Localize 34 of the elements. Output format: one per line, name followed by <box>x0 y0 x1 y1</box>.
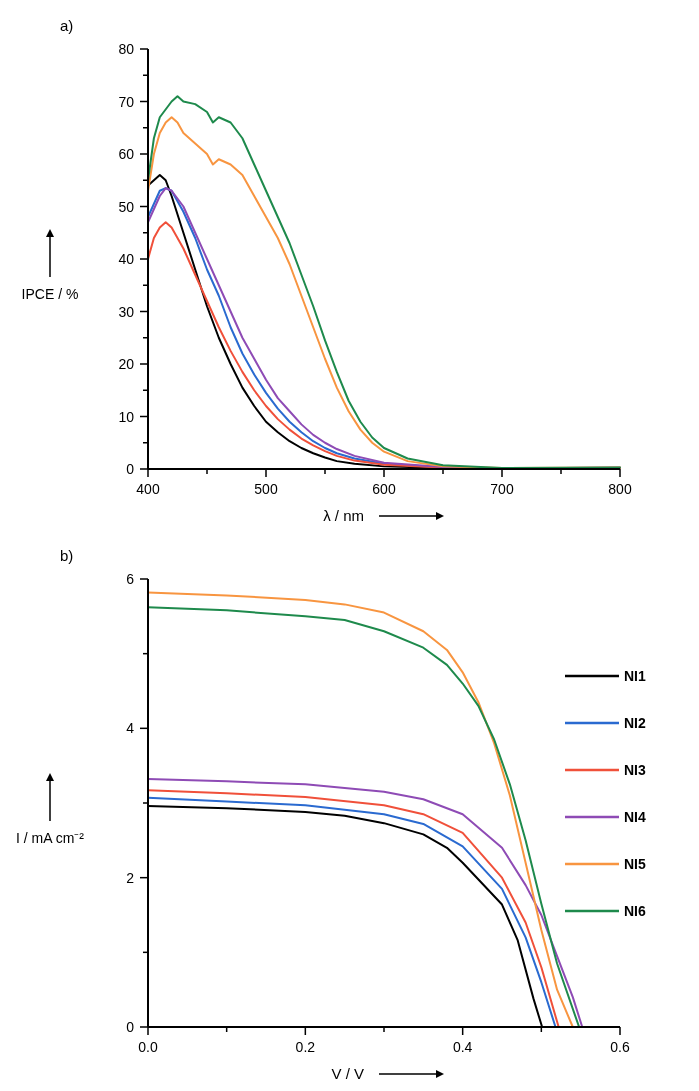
x-tick-label: 800 <box>608 481 632 497</box>
y-tick-label: 6 <box>126 571 135 587</box>
y-tick-label: 20 <box>118 356 135 372</box>
y-tick-label: 0 <box>126 1019 135 1035</box>
legend-label: NI5 <box>624 856 646 872</box>
legend-label: NI1 <box>624 668 646 684</box>
x-axis-title: V / V <box>331 1065 364 1082</box>
chart-title: b) <box>60 547 74 564</box>
y-tick-label: 70 <box>118 93 135 110</box>
chart-title: a) <box>60 17 74 34</box>
y-tick-label: 60 <box>118 146 135 162</box>
x-tick-label: 700 <box>490 481 514 497</box>
x-tick-label: 0.2 <box>295 1039 316 1055</box>
x-tick-label: 0.6 <box>610 1039 630 1055</box>
y-tick-label: 80 <box>118 41 135 57</box>
legend-label: NI6 <box>624 903 646 919</box>
y-tick-label: 40 <box>118 251 135 267</box>
x-tick-label: 500 <box>254 481 278 497</box>
x-tick-label: 0.0 <box>138 1039 158 1055</box>
y-axis-title: IPCE / % <box>21 286 79 302</box>
x-tick-label: 0.4 <box>452 1039 473 1055</box>
y-tick-label: 4 <box>126 720 135 737</box>
legend-label: NI4 <box>624 809 646 825</box>
y-tick-label: 0 <box>126 461 135 477</box>
y-tick-label: 50 <box>118 198 135 215</box>
y-tick-label: 30 <box>118 303 135 320</box>
legend-label: NI2 <box>624 715 646 731</box>
y-tick-label: 10 <box>118 408 135 425</box>
x-axis-title: λ / nm <box>323 507 364 524</box>
y-axis-title: I / mA cm⁻² <box>16 830 85 846</box>
x-tick-label: 400 <box>136 481 160 497</box>
legend-label: NI3 <box>624 762 646 778</box>
y-tick-label: 2 <box>126 869 135 886</box>
x-tick-label: 600 <box>372 481 396 497</box>
